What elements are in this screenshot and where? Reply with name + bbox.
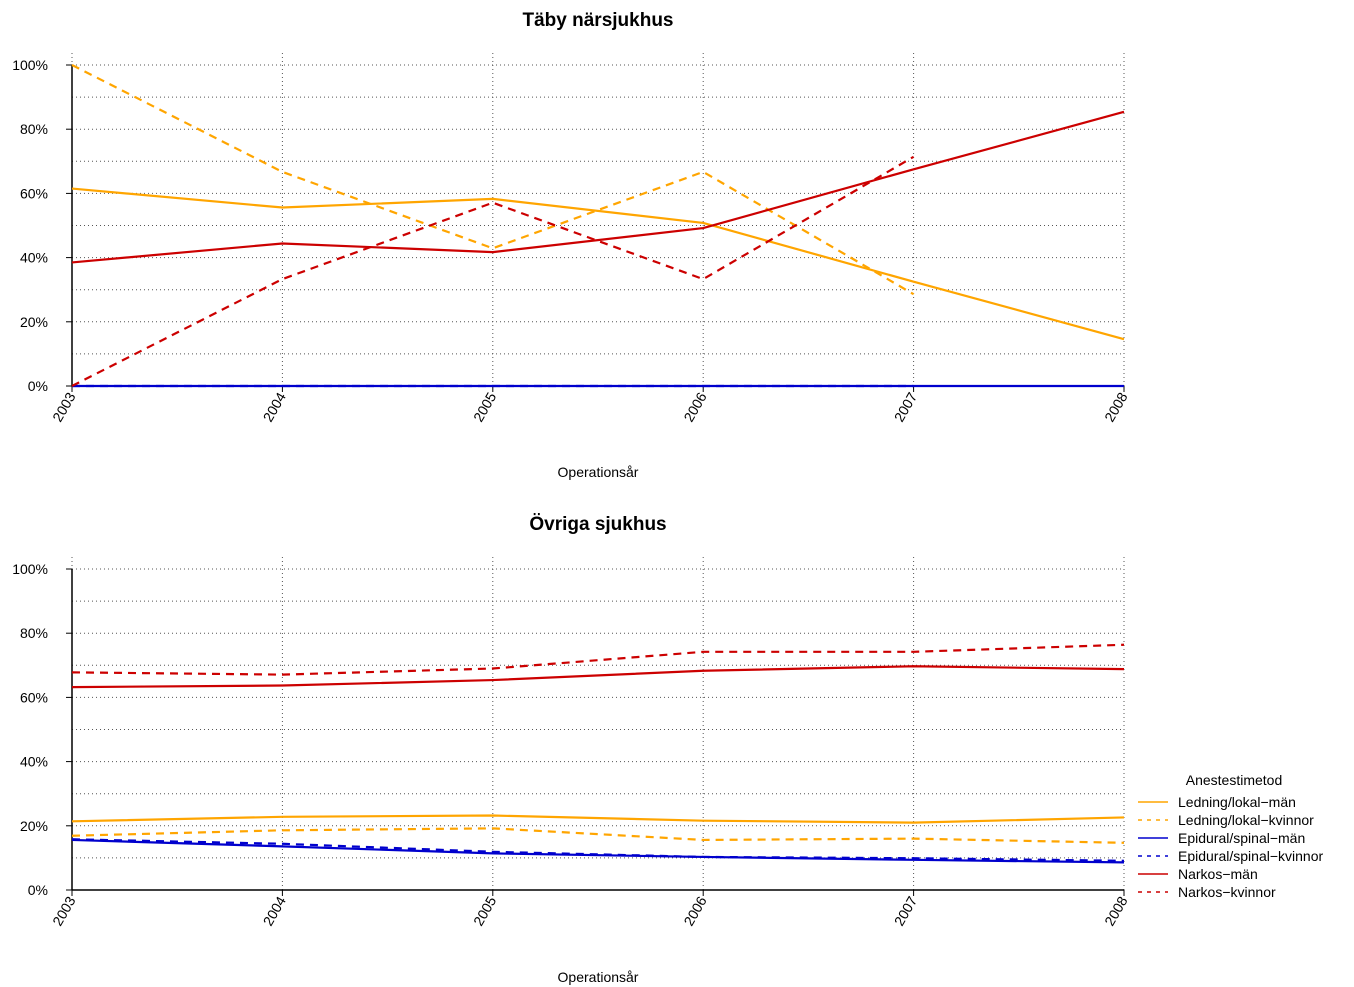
y-tick-label: 80% xyxy=(20,121,48,137)
y-tick-label: 60% xyxy=(20,689,48,705)
legend-label: Epidural/spinal−män xyxy=(1178,830,1305,846)
y-tick-label: 40% xyxy=(20,250,48,266)
y-tick-label: 100% xyxy=(12,561,48,577)
x-tick-label: 2005 xyxy=(470,389,500,424)
chart-panel-taby: Täby närsjukhus Operationsår 0% 20% 40% 60%… xyxy=(12,10,1131,480)
series-line xyxy=(71,64,915,296)
series-line xyxy=(71,665,1125,689)
x-tick-label: 2007 xyxy=(891,389,921,424)
series-line xyxy=(71,110,1125,264)
legend-label: Narkos−män xyxy=(1178,866,1258,882)
chart-panel-ovriga: Övriga sjukhus Operationsår 0% 20% 40% 60% 8… xyxy=(12,514,1131,985)
series-line xyxy=(71,838,1125,864)
x-tick-label: 2005 xyxy=(470,893,500,928)
series-line xyxy=(71,643,1125,676)
x-tick-label: 2004 xyxy=(260,893,290,928)
series-line xyxy=(71,827,1125,844)
legend-label: Epidural/spinal−kvinnor xyxy=(1178,848,1323,864)
series-line xyxy=(71,814,1125,824)
x-axis-label: Operationsår xyxy=(558,969,639,985)
x-tick-label: 2006 xyxy=(680,893,710,928)
legend-label: Ledning/lokal−kvinnor xyxy=(1178,812,1314,828)
x-tick-label: 2003 xyxy=(49,389,79,424)
series-line xyxy=(71,155,915,387)
y-tick-label: 20% xyxy=(20,818,48,834)
y-tick-label: 0% xyxy=(28,378,48,394)
chart-title: Täby närsjukhus xyxy=(523,10,674,31)
series-line xyxy=(71,187,1125,341)
y-tick-label: 100% xyxy=(12,57,48,73)
grid xyxy=(71,53,1125,387)
x-tick-label: 2004 xyxy=(260,389,290,424)
legend-label: Ledning/lokal−män xyxy=(1178,794,1296,810)
legend-label: Narkos−kvinnor xyxy=(1178,884,1276,900)
x-tick-label: 2003 xyxy=(49,893,79,928)
chart-title: Övriga sjukhus xyxy=(529,514,666,535)
y-tick-label: 20% xyxy=(20,314,48,330)
grid xyxy=(71,557,1125,891)
chart-legend: Anestestimetod Ledning/lokal−män Ledning/… xyxy=(1138,772,1323,900)
y-tick-label: 40% xyxy=(20,754,48,770)
legend-title: Anestestimetod xyxy=(1186,772,1283,788)
x-tick-label: 2008 xyxy=(1101,389,1131,424)
y-tick-label: 60% xyxy=(20,185,48,201)
x-tick-label: 2006 xyxy=(680,389,710,424)
y-tick-label: 80% xyxy=(20,625,48,641)
x-tick-label: 2007 xyxy=(891,893,921,928)
series-line xyxy=(71,838,1125,862)
x-tick-label: 2008 xyxy=(1101,893,1131,928)
y-tick-label: 0% xyxy=(28,882,48,898)
x-axis-label: Operationsår xyxy=(558,464,639,480)
